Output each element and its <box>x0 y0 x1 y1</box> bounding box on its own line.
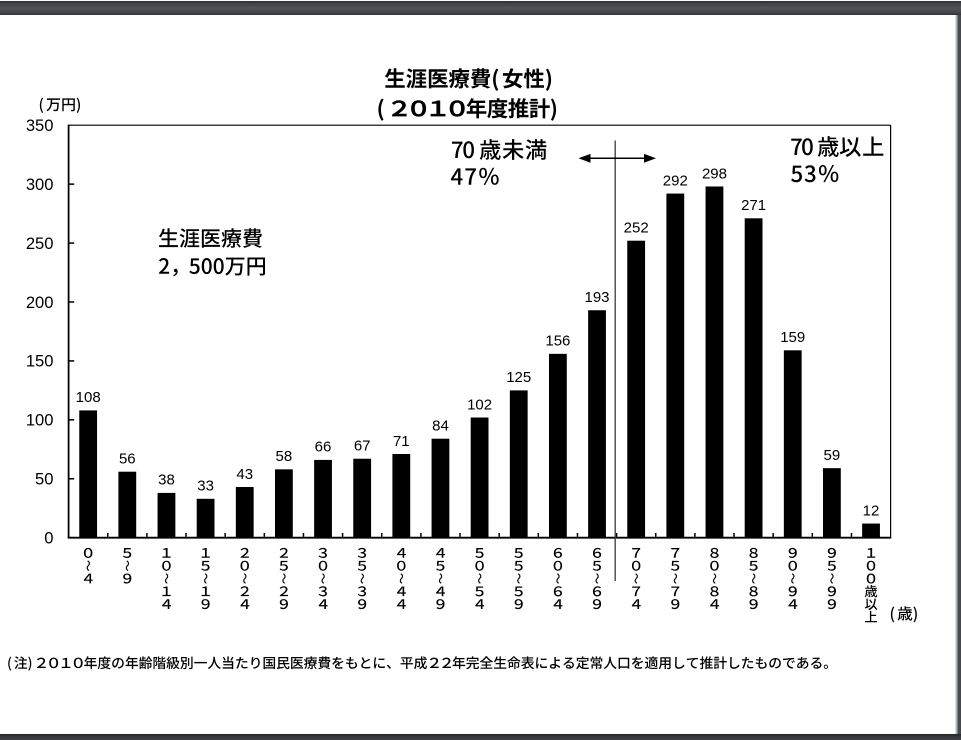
svg-text:56: 56 <box>119 451 136 468</box>
svg-text:100: 100 <box>26 411 54 430</box>
svg-text:66: 66 <box>315 439 332 456</box>
svg-text:125: 125 <box>506 369 531 386</box>
svg-text:298: 298 <box>702 165 727 182</box>
svg-text:71: 71 <box>393 433 410 450</box>
svg-text:43: 43 <box>236 466 253 483</box>
svg-text:271: 271 <box>741 197 766 214</box>
svg-text:250: 250 <box>26 234 54 253</box>
svg-text:300: 300 <box>26 175 54 194</box>
svg-text:33: 33 <box>197 478 214 495</box>
svg-text:0: 0 <box>44 529 53 548</box>
svg-text:58: 58 <box>276 448 293 465</box>
svg-text:159: 159 <box>780 329 805 346</box>
svg-text:193: 193 <box>585 289 610 306</box>
svg-text:350: 350 <box>26 116 54 135</box>
svg-text:12: 12 <box>863 502 880 519</box>
svg-text:38: 38 <box>158 472 175 489</box>
svg-text:108: 108 <box>76 389 101 406</box>
svg-text:102: 102 <box>467 396 492 413</box>
svg-text:156: 156 <box>545 333 570 350</box>
svg-text:200: 200 <box>26 293 54 312</box>
svg-text:84: 84 <box>432 418 449 435</box>
svg-text:150: 150 <box>26 352 54 371</box>
svg-text:67: 67 <box>354 438 371 455</box>
svg-text:59: 59 <box>824 447 841 464</box>
svg-text:50: 50 <box>35 470 53 489</box>
svg-text:292: 292 <box>663 172 688 189</box>
svg-text:252: 252 <box>624 220 649 237</box>
